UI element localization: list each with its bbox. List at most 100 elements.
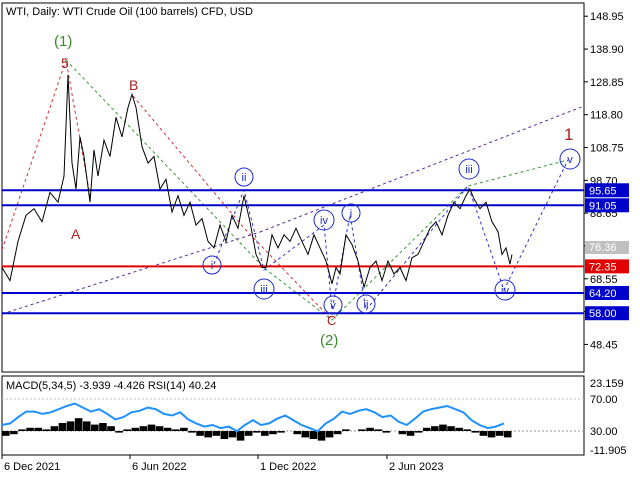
- blue-guide-dashed: [213, 159, 569, 312]
- wave-label-5: 5: [61, 55, 69, 71]
- level-tag-2: [585, 259, 629, 274]
- ind-tick-label: -11.905: [590, 445, 627, 457]
- wave-text-iii-2: iii: [465, 164, 472, 176]
- macd-bar: [99, 423, 107, 431]
- macd-bar: [382, 431, 391, 433]
- macd-bar: [406, 431, 415, 436]
- x-tick-label: 6 Dec 2021: [4, 461, 60, 473]
- level-tag-3: [585, 285, 629, 300]
- level-label-2: 72.35: [589, 261, 617, 273]
- macd-bar: [228, 431, 237, 438]
- macd-bar: [42, 429, 51, 431]
- green-guide-dashed: [65, 59, 569, 321]
- macd-bar: [50, 426, 59, 431]
- x-tick-label: 1 Dec 2022: [260, 461, 316, 473]
- macd-bar: [147, 424, 156, 431]
- macd-bar: [495, 431, 504, 436]
- macd-bar: [342, 429, 350, 431]
- macd-bar: [123, 429, 132, 431]
- macd-bar: [398, 431, 407, 435]
- wave-text-ii-1: ii: [242, 172, 247, 184]
- wave-label-1-paren: (1): [54, 33, 72, 50]
- macd-bar: [269, 431, 277, 435]
- ind-tick-label: 30.00: [590, 426, 618, 438]
- macd-bar: [2, 431, 10, 436]
- y-tick-label: 68.55: [590, 274, 618, 286]
- x-axis-ticks: 6 Dec 2021 6 Jun 2022 1 Dec 2022 2 Jun 2023: [1, 455, 443, 473]
- wave-text-iv-2: iv: [501, 285, 509, 297]
- macd-bar: [366, 427, 374, 431]
- level-label-0: 95.65: [589, 185, 617, 197]
- macd-bar: [18, 429, 26, 431]
- wave-label-B: B: [129, 77, 138, 93]
- macd-bar: [74, 418, 83, 431]
- macd-bar: [487, 431, 496, 438]
- current-price-label: 76.36: [589, 242, 617, 254]
- circled-wave-labels: [202, 148, 581, 315]
- macd-bar: [172, 429, 180, 431]
- macd-bar: [139, 426, 148, 431]
- y-tick-label: 48.45: [590, 339, 618, 351]
- ind-tick-label: 70.00: [590, 394, 618, 406]
- red-guide-dashed: [1, 59, 91, 251]
- macd-bar: [188, 431, 196, 433]
- macd-bar: [66, 421, 75, 431]
- wave-labels: (1) 5 A B C (2) 1: [54, 33, 573, 349]
- macd-bar: [431, 426, 439, 431]
- macd-bar: [196, 431, 204, 436]
- macd-bar: [58, 423, 67, 431]
- indicator-axis-ticks: 23.159 70.00 30.00 -11.905: [590, 378, 627, 457]
- level-tag-1: [585, 198, 629, 213]
- macd-bar: [155, 426, 164, 431]
- wave-circle-iv-1: [313, 209, 335, 231]
- purple-channel-lower: [1, 231, 261, 315]
- macd-bar: [301, 431, 310, 438]
- level-tag-0: [585, 183, 629, 198]
- macd-bar: [107, 426, 115, 431]
- macd-bar: [463, 429, 472, 431]
- macd-bar: [163, 427, 172, 431]
- level-tag-4: [585, 306, 629, 321]
- macd-bar: [26, 427, 34, 431]
- price-levels: 95.65 91.05 72.35 64.20 58.00: [2, 183, 629, 321]
- macd-bar: [82, 421, 91, 431]
- y-tick-label: 138.90: [590, 44, 624, 56]
- indicator-title: MACD(5,34,5) -3.939 -4.426 RSI(14) 40.24: [6, 380, 216, 392]
- wave-text-iii-1: iii: [260, 284, 267, 296]
- wave-text-iv-1: iv: [320, 215, 328, 227]
- wave-circle-iii-1: [253, 278, 275, 300]
- macd-bar: [115, 431, 123, 433]
- macd-bar: [455, 427, 463, 431]
- macd-bar: [236, 431, 245, 441]
- macd-bar: [422, 427, 431, 431]
- red-guide-dashed-2: [132, 95, 333, 321]
- x-tick-label: 6 Jun 2022: [132, 461, 186, 473]
- macd-histogram: [2, 418, 512, 441]
- macd-bar: [180, 427, 188, 431]
- wave-text-i-2: i: [350, 208, 352, 220]
- macd-bar: [261, 431, 269, 436]
- macd-bar: [374, 429, 382, 431]
- purple-channel-upper: [259, 105, 585, 233]
- wave-text-ii-2: ii: [364, 299, 369, 311]
- wave-circle-ii-1: [234, 167, 254, 187]
- wave-text-i-1: i: [211, 260, 213, 272]
- level-label-4: 58.00: [589, 308, 617, 320]
- macd-bar: [414, 431, 423, 433]
- macd-bar: [333, 431, 342, 435]
- wave-circle-iii-2: [458, 158, 480, 180]
- macd-bar: [503, 431, 512, 438]
- macd-bar: [204, 431, 212, 438]
- macd-bar: [447, 426, 455, 431]
- y-tick-label: 108.75: [590, 142, 624, 154]
- macd-bar: [471, 431, 480, 433]
- y-tick-label: 128.85: [590, 77, 624, 89]
- wave-circle-i-1: [202, 255, 222, 275]
- macd-bar: [34, 427, 42, 431]
- macd-bar: [252, 431, 261, 433]
- macd-bar: [358, 429, 366, 431]
- wave-circle-ii-2: [356, 294, 376, 314]
- wave-label-A: A: [71, 226, 81, 242]
- y-tick-label: 148.95: [590, 11, 624, 23]
